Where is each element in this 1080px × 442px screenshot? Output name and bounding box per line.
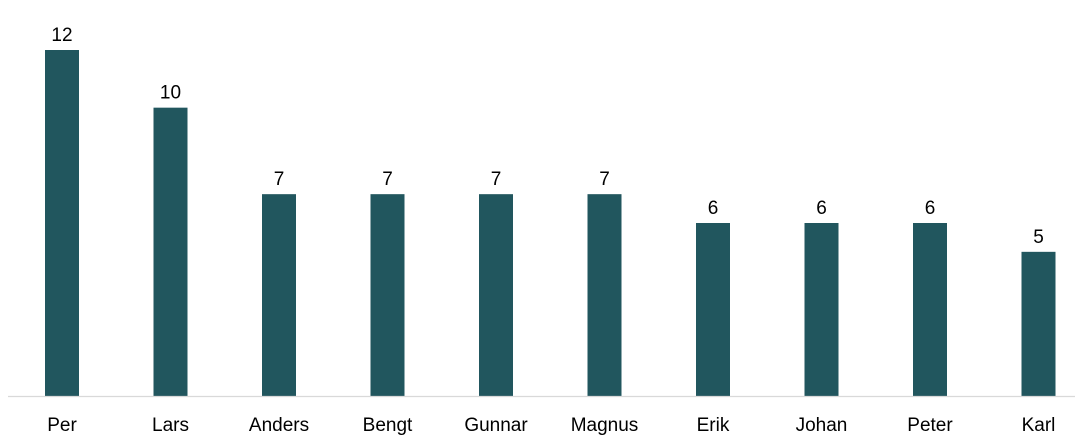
x-tick-label-bengt: Bengt [363, 415, 413, 436]
x-tick-label-anders: Anders [249, 415, 309, 436]
data-label-johan: 6 [816, 198, 827, 219]
data-label-anders: 7 [274, 169, 285, 190]
x-tick-label-erik: Erik [697, 415, 730, 436]
data-label-erik: 6 [708, 198, 719, 219]
x-tick-label-peter: Peter [907, 415, 953, 436]
bar-bengt [370, 194, 405, 396]
data-label-gunnar: 7 [491, 169, 502, 190]
bar-per [45, 50, 79, 396]
bars-layer [45, 50, 1056, 397]
bar-peter [913, 223, 947, 396]
bar-erik [696, 223, 730, 396]
bar-lars [153, 107, 188, 397]
data-label-karl: 5 [1033, 227, 1044, 248]
data-labels-layer: 12 10 7 7 7 7 6 6 6 5 [51, 25, 1043, 248]
x-tick-label-karl: Karl [1022, 415, 1056, 436]
bar-magnus [587, 194, 622, 396]
x-tick-label-magnus: Magnus [571, 415, 639, 436]
x-tick-label-lars: Lars [152, 415, 189, 436]
x-tick-label-per: Per [47, 415, 77, 436]
bar-anders [262, 194, 296, 396]
bar-johan [804, 223, 839, 396]
data-label-bengt: 7 [382, 169, 393, 190]
data-label-magnus: 7 [599, 169, 610, 190]
bar-karl [1021, 251, 1056, 396]
data-label-lars: 10 [160, 83, 181, 104]
x-tick-label-gunnar: Gunnar [464, 415, 528, 436]
x-tick-label-johan: Johan [796, 415, 848, 436]
data-label-per: 12 [51, 25, 72, 46]
x-axis: Per Lars Anders Bengt Gunnar Magnus Erik Johan P… [8, 395, 1075, 436]
data-label-peter: 6 [925, 198, 936, 219]
bar-gunnar [479, 194, 513, 396]
